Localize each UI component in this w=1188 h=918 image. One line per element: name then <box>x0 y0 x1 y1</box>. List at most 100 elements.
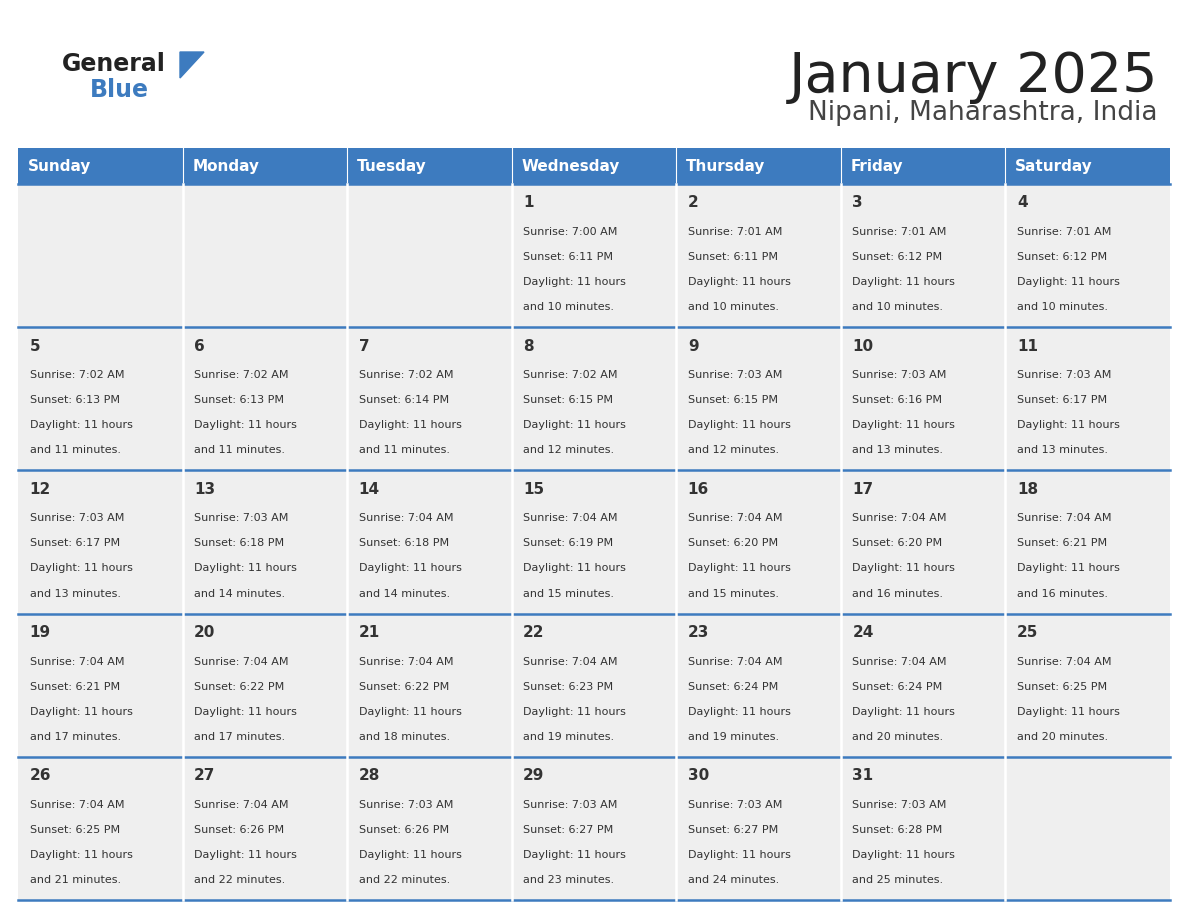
Bar <box>841 148 1005 184</box>
Text: Sunrise: 7:04 AM: Sunrise: 7:04 AM <box>1017 513 1112 523</box>
Bar <box>18 327 183 470</box>
Text: and 17 minutes.: and 17 minutes. <box>194 732 285 742</box>
Text: Sunset: 6:19 PM: Sunset: 6:19 PM <box>523 539 613 548</box>
Text: and 14 minutes.: and 14 minutes. <box>359 588 450 599</box>
Text: Blue: Blue <box>90 78 148 102</box>
Text: Sunset: 6:22 PM: Sunset: 6:22 PM <box>359 682 449 691</box>
Text: 19: 19 <box>30 625 51 640</box>
Text: 1: 1 <box>523 196 533 210</box>
Text: Sunset: 6:25 PM: Sunset: 6:25 PM <box>1017 682 1107 691</box>
Text: Wednesday: Wednesday <box>522 159 620 174</box>
Text: Daylight: 11 hours: Daylight: 11 hours <box>194 564 297 574</box>
Text: Daylight: 11 hours: Daylight: 11 hours <box>1017 277 1120 287</box>
Text: 7: 7 <box>359 339 369 353</box>
Bar <box>512 184 676 327</box>
Text: Sunset: 6:18 PM: Sunset: 6:18 PM <box>194 539 284 548</box>
Bar <box>1005 327 1170 470</box>
Text: and 19 minutes.: and 19 minutes. <box>688 732 779 742</box>
Text: and 24 minutes.: and 24 minutes. <box>688 875 779 885</box>
Text: Thursday: Thursday <box>687 159 765 174</box>
Text: January 2025: January 2025 <box>789 50 1158 104</box>
Bar <box>347 184 512 327</box>
Text: Sunrise: 7:03 AM: Sunrise: 7:03 AM <box>359 800 453 810</box>
Bar <box>841 327 1005 470</box>
Text: Sunset: 6:26 PM: Sunset: 6:26 PM <box>194 824 284 834</box>
Text: Sunrise: 7:01 AM: Sunrise: 7:01 AM <box>688 227 782 237</box>
Text: Daylight: 11 hours: Daylight: 11 hours <box>194 707 297 717</box>
Text: Sunrise: 7:03 AM: Sunrise: 7:03 AM <box>852 370 947 380</box>
Text: Sunset: 6:15 PM: Sunset: 6:15 PM <box>523 396 613 405</box>
Text: 24: 24 <box>852 625 873 640</box>
Text: 8: 8 <box>523 339 533 353</box>
Text: Sunrise: 7:04 AM: Sunrise: 7:04 AM <box>1017 656 1112 666</box>
Text: Daylight: 11 hours: Daylight: 11 hours <box>30 707 132 717</box>
Bar <box>512 613 676 756</box>
Bar <box>1005 148 1170 184</box>
Text: Sunset: 6:17 PM: Sunset: 6:17 PM <box>30 539 120 548</box>
Bar <box>183 756 347 900</box>
Text: and 10 minutes.: and 10 minutes. <box>852 302 943 312</box>
Text: Sunset: 6:23 PM: Sunset: 6:23 PM <box>523 682 613 691</box>
Bar <box>183 470 347 613</box>
Text: Daylight: 11 hours: Daylight: 11 hours <box>852 850 955 860</box>
Text: Daylight: 11 hours: Daylight: 11 hours <box>852 277 955 287</box>
Text: Daylight: 11 hours: Daylight: 11 hours <box>359 850 461 860</box>
Text: Sunset: 6:27 PM: Sunset: 6:27 PM <box>688 824 778 834</box>
Text: 16: 16 <box>688 482 709 497</box>
Text: Sunset: 6:22 PM: Sunset: 6:22 PM <box>194 682 284 691</box>
Text: 25: 25 <box>1017 625 1038 640</box>
Text: Daylight: 11 hours: Daylight: 11 hours <box>194 420 297 431</box>
Text: Sunrise: 7:03 AM: Sunrise: 7:03 AM <box>523 800 618 810</box>
Text: Sunrise: 7:02 AM: Sunrise: 7:02 AM <box>194 370 289 380</box>
Text: Tuesday: Tuesday <box>358 159 426 174</box>
Text: Sunset: 6:18 PM: Sunset: 6:18 PM <box>359 539 449 548</box>
Text: Daylight: 11 hours: Daylight: 11 hours <box>1017 564 1120 574</box>
Text: 13: 13 <box>194 482 215 497</box>
Text: and 17 minutes.: and 17 minutes. <box>30 732 121 742</box>
Text: and 15 minutes.: and 15 minutes. <box>523 588 614 599</box>
Text: Daylight: 11 hours: Daylight: 11 hours <box>523 420 626 431</box>
Text: 3: 3 <box>852 196 862 210</box>
Text: Sunset: 6:24 PM: Sunset: 6:24 PM <box>688 682 778 691</box>
Text: Sunrise: 7:04 AM: Sunrise: 7:04 AM <box>852 656 947 666</box>
Text: 10: 10 <box>852 339 873 353</box>
Bar <box>1005 613 1170 756</box>
Text: Sunrise: 7:01 AM: Sunrise: 7:01 AM <box>1017 227 1111 237</box>
Bar <box>183 613 347 756</box>
Text: 21: 21 <box>359 625 380 640</box>
Text: Sunrise: 7:03 AM: Sunrise: 7:03 AM <box>688 800 782 810</box>
Text: Daylight: 11 hours: Daylight: 11 hours <box>359 707 461 717</box>
Text: Daylight: 11 hours: Daylight: 11 hours <box>688 707 791 717</box>
Bar <box>183 148 347 184</box>
Text: Sunset: 6:20 PM: Sunset: 6:20 PM <box>852 539 942 548</box>
Bar <box>347 613 512 756</box>
Text: Sunset: 6:26 PM: Sunset: 6:26 PM <box>359 824 449 834</box>
Text: Daylight: 11 hours: Daylight: 11 hours <box>30 564 132 574</box>
Text: Sunset: 6:27 PM: Sunset: 6:27 PM <box>523 824 613 834</box>
Bar <box>347 756 512 900</box>
Text: Sunrise: 7:04 AM: Sunrise: 7:04 AM <box>688 656 783 666</box>
Text: Sunrise: 7:03 AM: Sunrise: 7:03 AM <box>688 370 782 380</box>
Text: and 12 minutes.: and 12 minutes. <box>688 445 779 455</box>
Text: Daylight: 11 hours: Daylight: 11 hours <box>359 420 461 431</box>
Text: 29: 29 <box>523 768 544 783</box>
Text: and 18 minutes.: and 18 minutes. <box>359 732 450 742</box>
Text: Sunset: 6:28 PM: Sunset: 6:28 PM <box>852 824 942 834</box>
Text: 4: 4 <box>1017 196 1028 210</box>
Text: and 23 minutes.: and 23 minutes. <box>523 875 614 885</box>
Text: Sunset: 6:20 PM: Sunset: 6:20 PM <box>688 539 778 548</box>
Text: 20: 20 <box>194 625 215 640</box>
Bar <box>1005 184 1170 327</box>
Text: Sunrise: 7:04 AM: Sunrise: 7:04 AM <box>30 800 124 810</box>
Bar <box>512 148 676 184</box>
Bar <box>841 470 1005 613</box>
Text: Sunrise: 7:04 AM: Sunrise: 7:04 AM <box>194 800 289 810</box>
Text: 15: 15 <box>523 482 544 497</box>
Text: Sunrise: 7:04 AM: Sunrise: 7:04 AM <box>523 513 618 523</box>
Text: Sunset: 6:16 PM: Sunset: 6:16 PM <box>852 396 942 405</box>
Text: 5: 5 <box>30 339 40 353</box>
Bar <box>18 184 183 327</box>
Text: Sunrise: 7:04 AM: Sunrise: 7:04 AM <box>523 656 618 666</box>
Text: and 22 minutes.: and 22 minutes. <box>194 875 285 885</box>
Text: Daylight: 11 hours: Daylight: 11 hours <box>194 850 297 860</box>
